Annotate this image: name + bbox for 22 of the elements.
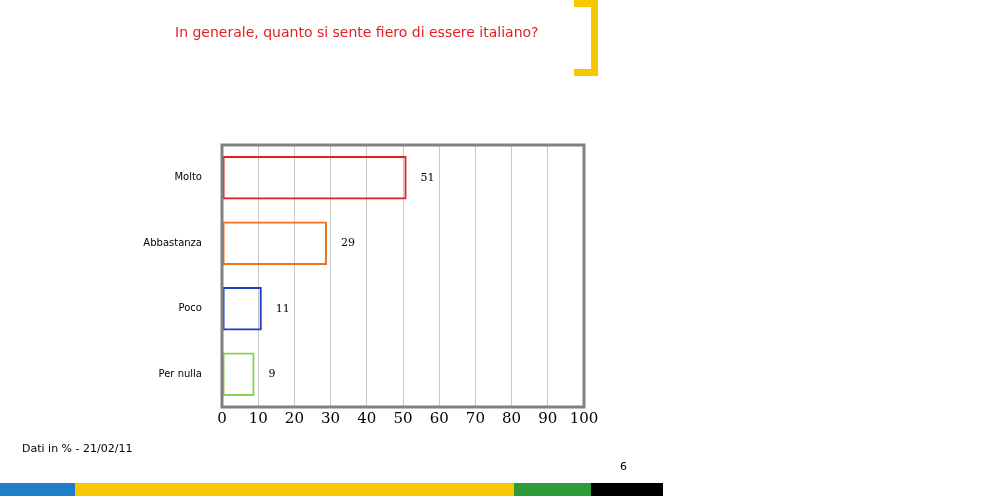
data-label: 11 — [275, 301, 290, 315]
x-tick-label: 40 — [357, 408, 377, 427]
y-tick-label: Molto — [174, 171, 202, 183]
x-tick-label: 100 — [569, 408, 599, 427]
chart-title: In generale, quanto si sente fiero di essere italiano? — [175, 24, 539, 40]
x-tick-label: 60 — [429, 408, 449, 427]
data-label: 51 — [420, 170, 435, 184]
x-tick-label: 10 — [248, 408, 268, 427]
x-tick-label: 20 — [284, 408, 304, 427]
data-label: 29 — [340, 236, 355, 250]
x-tick-label: 90 — [538, 408, 558, 427]
x-tick-label: 50 — [393, 408, 413, 427]
x-tick-label: 70 — [465, 408, 485, 427]
y-tick-label: Per nulla — [158, 367, 202, 379]
y-tick-label: Abbastanza — [143, 236, 202, 248]
data-label: 9 — [268, 367, 276, 381]
text: Dati in % - 21/02/11 — [22, 442, 133, 455]
x-tick-label: 80 — [502, 408, 522, 427]
x-tick-label: 30 — [321, 408, 341, 427]
y-tick-label: Poco — [178, 302, 202, 314]
text: 6 — [620, 460, 627, 473]
x-tick-label: 0 — [217, 408, 227, 427]
